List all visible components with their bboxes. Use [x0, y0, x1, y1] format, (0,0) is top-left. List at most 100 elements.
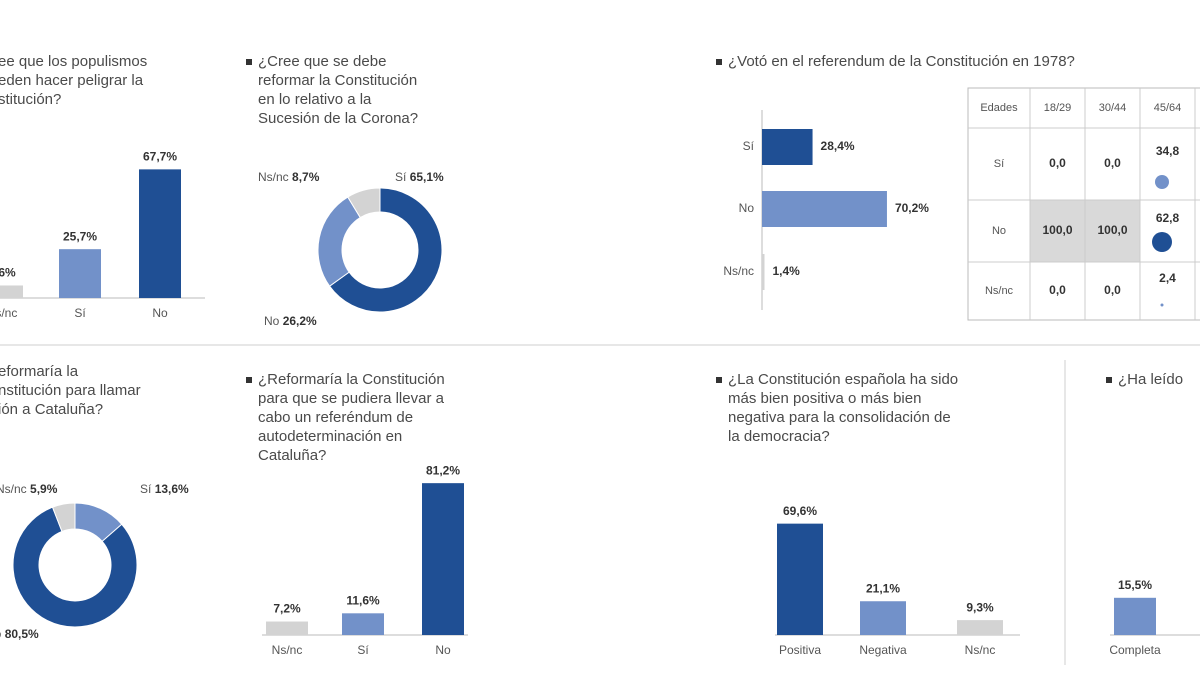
value-label: 21,1% — [866, 581, 900, 595]
donut-segment — [317, 196, 361, 287]
category-label: Ns/nc — [965, 643, 996, 657]
category-label: Ns/nc — [258, 170, 289, 184]
value-label: 9,3% — [966, 600, 994, 614]
bullet — [716, 59, 722, 65]
category-label: No — [435, 643, 451, 657]
size-dot — [1152, 232, 1172, 252]
value-label: 15,5% — [1118, 578, 1152, 592]
table-header: Edades — [980, 102, 1018, 114]
table-header: 45/64 — [1154, 102, 1182, 114]
bar — [957, 620, 1003, 635]
table-cell: 0,0 — [1104, 156, 1121, 170]
value-label: 1,4% — [772, 264, 800, 278]
chart-title: eformaría la — [0, 363, 79, 380]
value-label: 67,7% — [143, 150, 177, 164]
value-label: 26,2% — [283, 314, 317, 328]
size-dot — [1155, 175, 1169, 189]
bar — [762, 254, 765, 290]
category-label: Ns/nc — [0, 306, 17, 320]
bar — [777, 523, 823, 635]
bar — [342, 613, 384, 635]
table-cell: 100,0 — [1097, 223, 1127, 237]
bar — [860, 601, 906, 635]
chart-title: la democracia? — [728, 428, 830, 445]
value-label: 28,4% — [821, 139, 855, 153]
value-label: 80,5% — [5, 627, 39, 641]
segment-label: Ns/nc 5,9% — [0, 482, 58, 496]
category-label: Negativa — [859, 643, 907, 657]
category-label: Ns/nc — [0, 482, 27, 496]
bar — [762, 129, 813, 165]
value-label: 8,7% — [292, 170, 320, 184]
chart-title: más bien positiva o más bien — [728, 390, 921, 407]
value-label: 5,9% — [30, 482, 58, 496]
chart-title: ¿Reformaría la Constitución — [258, 371, 445, 388]
value-label: 25,7% — [63, 229, 97, 243]
value-label: 7,2% — [273, 602, 301, 616]
category-label: No — [264, 314, 280, 328]
chart-title: autodeterminación en — [258, 428, 402, 445]
chart-title: en lo relativo a la — [258, 91, 372, 108]
category-label: No — [0, 627, 2, 641]
chart-title: cabo un referéndum de — [258, 409, 413, 426]
bar — [422, 483, 464, 635]
category-label: No — [152, 306, 168, 320]
chart-title: ¿La Constitución española ha sido — [728, 371, 958, 388]
donut-segment — [51, 502, 76, 533]
chart-title: nstitución para llamar — [0, 382, 141, 399]
table-cell: 34,8 — [1156, 144, 1180, 158]
chart-title: para que se pudiera llevar a — [258, 390, 445, 407]
chart-title: Sucesión de la Corona? — [258, 110, 418, 127]
bar — [0, 285, 23, 298]
value-label: 11,6% — [346, 593, 380, 607]
segment-label: Sí 65,1% — [395, 170, 444, 184]
segment-label: No 26,2% — [264, 314, 317, 328]
value-label: 6,6% — [0, 266, 16, 280]
table-header: 18/29 — [1044, 102, 1072, 114]
table-cell: 0,0 — [1049, 283, 1066, 297]
table-header: 30/44 — [1099, 102, 1127, 114]
category-label: Completa — [1109, 643, 1161, 657]
size-dot — [1160, 303, 1164, 307]
table-cell: 62,8 — [1156, 211, 1180, 225]
category-label: Ns/nc — [723, 264, 754, 278]
donut-segment — [328, 187, 443, 313]
category-label: Sí — [74, 306, 86, 320]
category-label: Sí — [395, 170, 407, 184]
value-label: 65,1% — [410, 170, 444, 184]
bullet — [1106, 377, 1112, 383]
segment-label: Sí 13,6% — [140, 482, 189, 496]
chart-title: ¿Ha leído — [1118, 371, 1183, 388]
segment-label: Ns/nc 8,7% — [258, 170, 320, 184]
bar — [59, 249, 101, 298]
value-label: 69,6% — [783, 504, 817, 518]
chart-title: negativa para la consolidación de — [728, 409, 951, 426]
chart-title: Cataluña? — [258, 447, 326, 464]
table-cell: 0,0 — [1049, 156, 1066, 170]
table-cell: 0,0 — [1104, 283, 1121, 297]
chart-title: ¿Votó en el referendum de la Constitució… — [728, 53, 1075, 70]
category-label: Sí — [743, 139, 755, 153]
bullet — [246, 59, 252, 65]
category-label: Positiva — [779, 643, 821, 657]
category-label: Ns/nc — [272, 643, 303, 657]
category-label: No — [739, 201, 755, 215]
chart-title: ee que los populismos — [0, 53, 147, 70]
bar — [139, 169, 181, 298]
category-label: Sí — [357, 643, 369, 657]
chart-title: eden hacer peligrar la — [0, 72, 144, 89]
row-header: Ns/nc — [985, 285, 1014, 297]
row-header: Sí — [994, 158, 1004, 170]
category-label: Sí — [140, 482, 152, 496]
donut-segment — [347, 187, 381, 219]
chart-title: ¿Cree que se debe — [258, 53, 386, 70]
donut-segment — [12, 506, 138, 628]
bar — [266, 621, 308, 635]
chart-title: stitución? — [0, 91, 61, 108]
segment-label: No 80,5% — [0, 627, 39, 641]
table-cell: 100,0 — [1042, 223, 1072, 237]
table-cell: 2,4 — [1159, 271, 1176, 285]
row-header: No — [992, 225, 1006, 237]
value-label: 13,6% — [155, 482, 189, 496]
value-label: 81,2% — [426, 463, 460, 477]
